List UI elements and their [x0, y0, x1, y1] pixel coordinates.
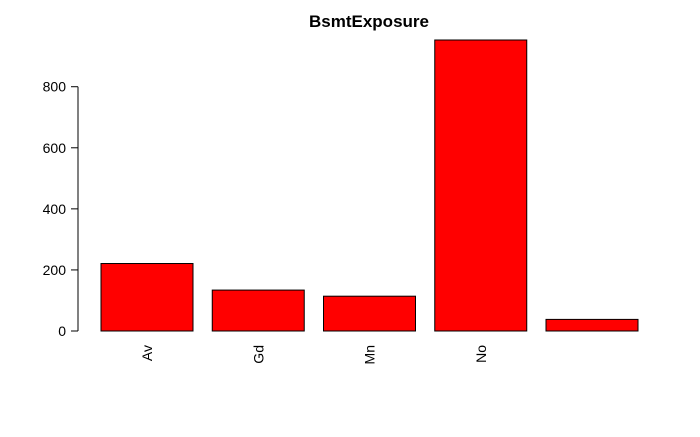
bar-Mn: [323, 295, 416, 332]
y-axis: 0 200 400 600 800: [43, 79, 79, 339]
bars-group: [100, 39, 639, 332]
x-axis-labels: Av Gd Mn No: [139, 345, 489, 365]
bar-Gd: [211, 289, 305, 332]
x-category-label: No: [473, 345, 489, 363]
x-category-label: Gd: [250, 345, 266, 364]
y-tick-label: 400: [43, 201, 67, 217]
y-tick-label: 600: [43, 140, 67, 156]
bar-Av: [100, 263, 194, 332]
chart-title: BsmtExposure: [309, 12, 429, 31]
bar-No: [434, 39, 528, 332]
y-tick-label: 200: [43, 262, 67, 278]
y-tick-label: 0: [58, 323, 66, 339]
bar-unlabeled: [545, 318, 639, 332]
x-category-label: Mn: [362, 345, 378, 364]
y-tick-label: 800: [43, 79, 67, 95]
x-category-label: Av: [139, 345, 155, 361]
